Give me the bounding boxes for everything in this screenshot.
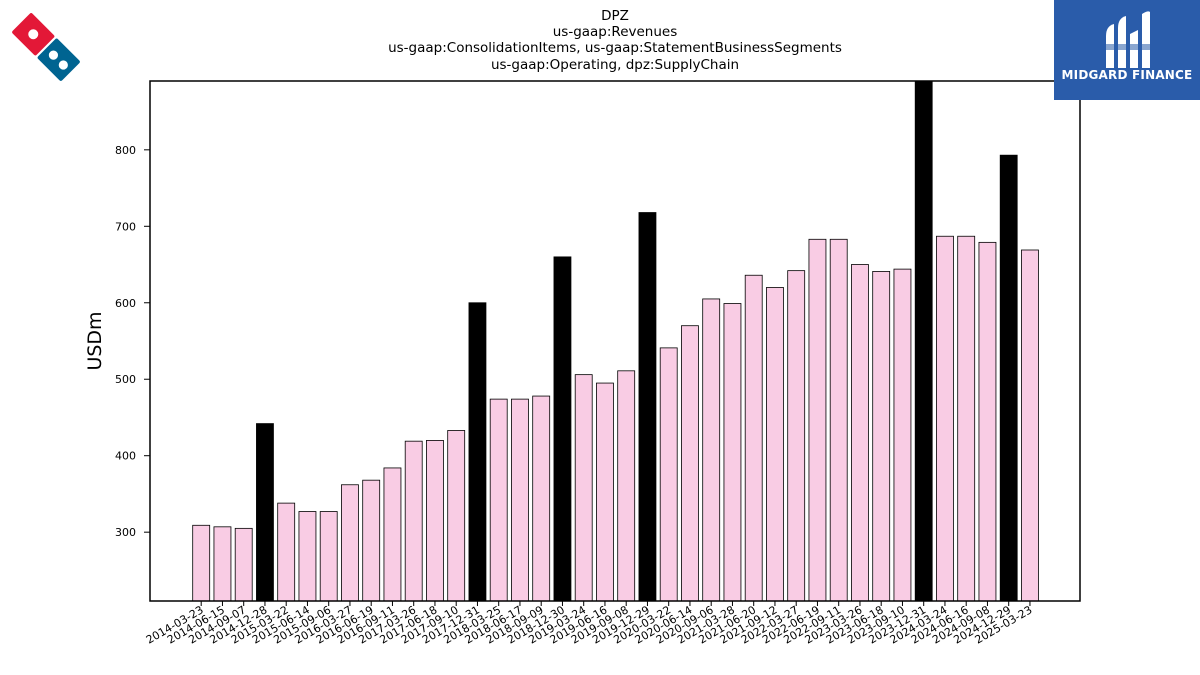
bar-2017-06-18 [426, 440, 444, 602]
title-line-4: us-gaap:Operating, dpz:SupplyChain [491, 57, 739, 73]
bar-2016-09-11 [383, 467, 402, 602]
bar-2019-06-16 [596, 382, 614, 602]
y-tick-label: 700 [115, 220, 136, 233]
y-tick-label: 300 [115, 526, 136, 539]
brand-name: MIDGARD FINANCE [1061, 68, 1193, 82]
bar-2021-06-20 [744, 274, 763, 602]
domino-logo-icon [10, 11, 82, 83]
y-tick-label: 600 [115, 297, 136, 310]
bar-2015-06-14 [298, 511, 317, 602]
bar-2021-03-28 [723, 303, 742, 602]
bar-2015-09-06 [319, 511, 338, 602]
y-axis-label: USDm [84, 311, 106, 370]
bar-2017-03-26 [404, 440, 423, 602]
bar-2023-09-10 [893, 268, 912, 602]
bar-2019-12-29 [638, 212, 657, 602]
bar-2024-03-24 [936, 235, 954, 602]
bar-2022-06-19 [808, 238, 827, 602]
bar-2016-03-27 [341, 484, 359, 602]
bar-2024-06-16 [957, 235, 976, 602]
bar-2020-03-22 [659, 347, 678, 602]
bars-group [192, 80, 1039, 602]
bar-2014-12-28 [256, 423, 274, 602]
bar-2023-06-18 [872, 271, 891, 602]
bar-2014-03-23 [192, 524, 211, 602]
bar-2014-06-15 [213, 526, 232, 602]
bar-2023-03-26 [851, 264, 869, 602]
bar-2020-09-06 [702, 298, 721, 602]
bar-2015-03-22 [277, 502, 296, 602]
bar-2018-09-09 [532, 395, 551, 602]
bar-2022-03-27 [787, 270, 806, 602]
title-line-1: DPZ [601, 8, 629, 24]
brand-badge: MIDGARD FINANCE [1054, 0, 1200, 100]
x-axis: 2014-03-232014-06-152014-09-072014-12-28… [144, 601, 1035, 647]
bar-2019-03-24 [574, 374, 593, 602]
bar-2018-12-30 [553, 256, 572, 602]
bar-2017-12-31 [468, 302, 487, 602]
bar-2021-09-12 [766, 287, 784, 602]
title-line-3: us-gaap:ConsolidationItems, us-gaap:Stat… [388, 40, 842, 56]
plot-frame [149, 80, 1081, 602]
y-tick-label: 500 [115, 373, 136, 386]
bar-2016-06-19 [362, 479, 381, 602]
bar-2018-06-17 [511, 398, 529, 602]
chart-title: DPZ us-gaap:Revenues us-gaap:Consolidati… [388, 8, 842, 73]
bar-2022-09-11 [829, 238, 848, 602]
title-line-2: us-gaap:Revenues [553, 24, 678, 40]
midgard-logo-icon [1104, 11, 1150, 69]
bar-2018-03-25 [489, 398, 508, 602]
bar-2014-09-07 [234, 527, 253, 602]
bar-2019-09-08 [617, 370, 636, 602]
bar-2024-09-08 [978, 241, 997, 602]
bar-2025-03-23 [1021, 249, 1039, 602]
bar-2024-12-29 [999, 154, 1018, 602]
bar-2020-06-14 [681, 325, 699, 602]
y-tick-label: 400 [115, 450, 136, 463]
y-tick-label: 800 [115, 144, 136, 157]
y-axis: 300 400 500 600 700 800 [115, 144, 150, 539]
bar-2017-09-10 [447, 430, 466, 602]
bar-2023-12-31 [914, 80, 933, 602]
